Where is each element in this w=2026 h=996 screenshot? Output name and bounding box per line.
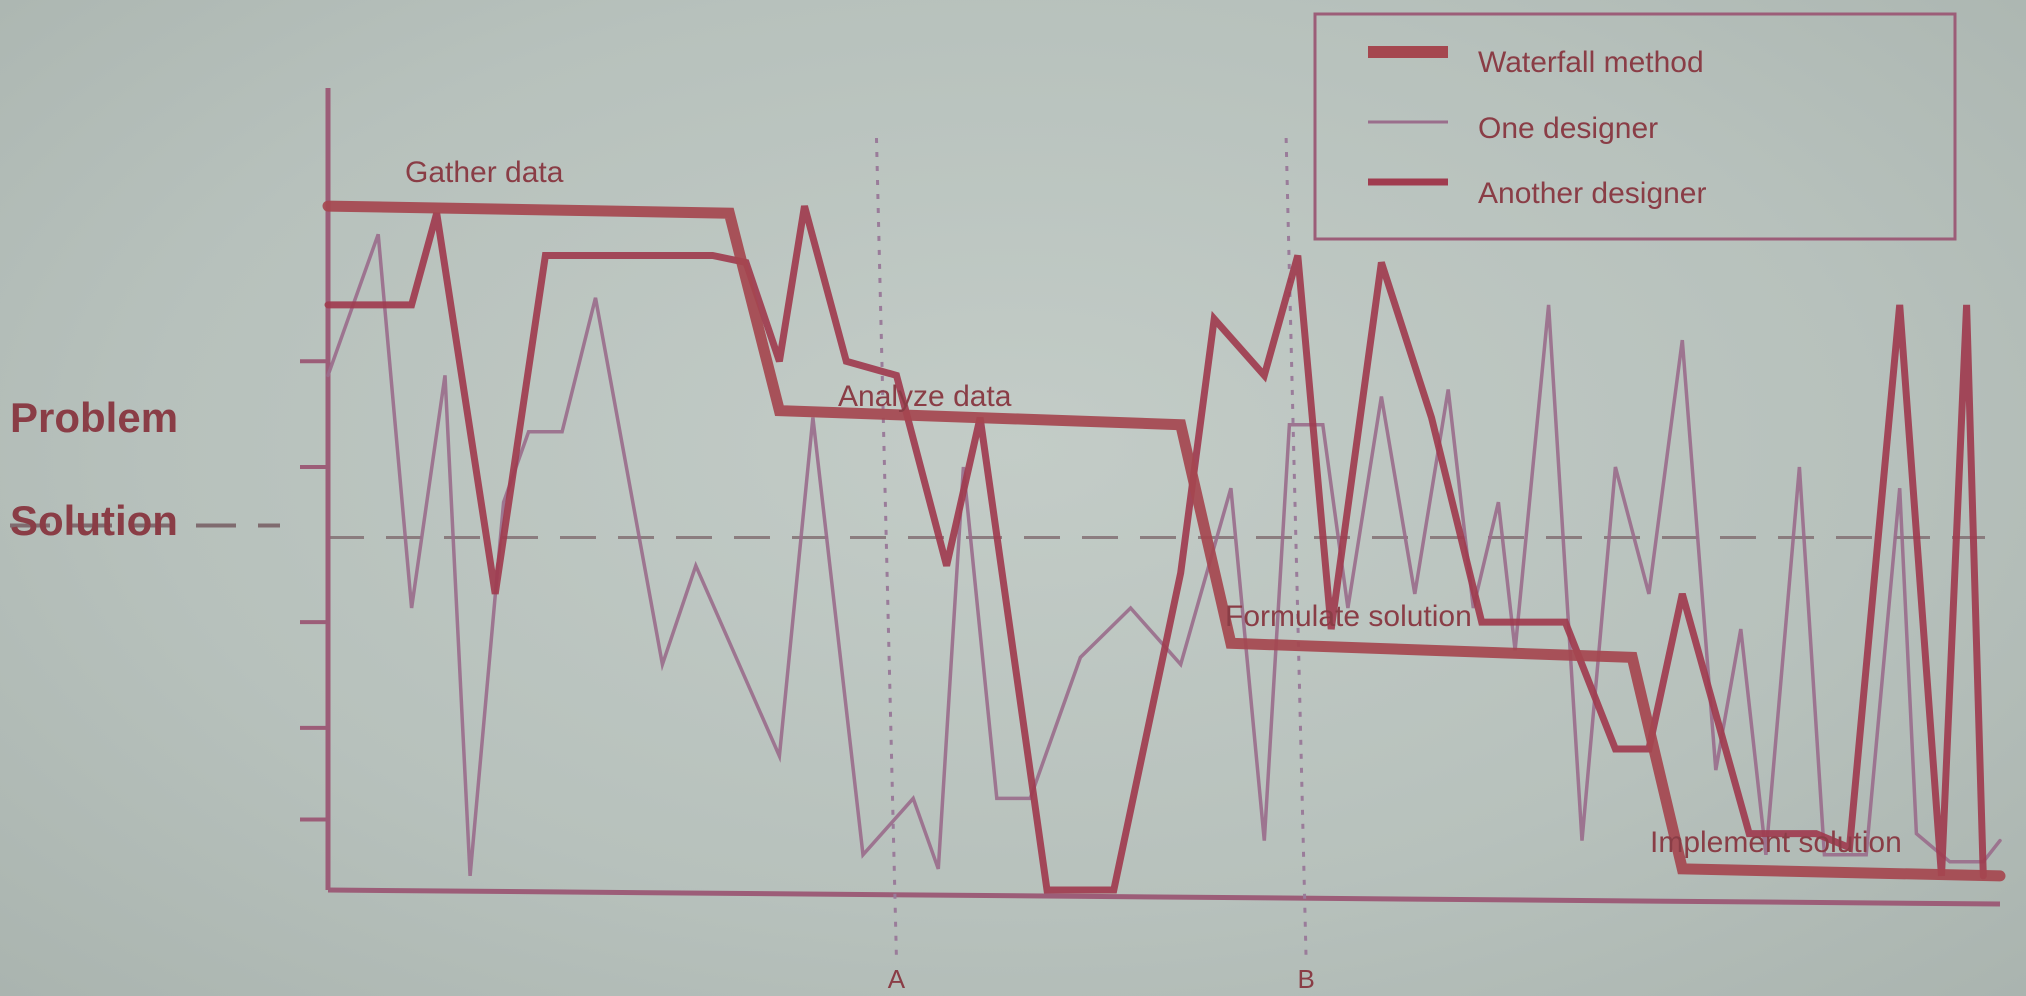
legend-label-one-designer: One designer bbox=[1478, 112, 1658, 145]
legend-box bbox=[1313, 12, 1957, 241]
stage-label-gather-data: Gather data bbox=[405, 156, 564, 189]
series-waterfall-method bbox=[322, 200, 2006, 882]
problem-label: Problem bbox=[10, 394, 178, 441]
stage-label-formulate-solution: Formulate solution bbox=[1225, 600, 1472, 633]
divider-layer bbox=[10, 523, 1985, 539]
stage-label-implement-solution: Implement solution bbox=[1650, 826, 1902, 859]
legend-label-waterfall: Waterfall method bbox=[1478, 46, 1704, 79]
stage-label-analyze-data: Analyze data bbox=[838, 380, 1012, 413]
labels-layer: Problem Solution Gather data Analyze dat… bbox=[10, 156, 1902, 994]
legend-label-another-designer: Another designer bbox=[1478, 177, 1707, 210]
legend: Waterfall method One designer Another de… bbox=[1313, 12, 1957, 241]
series-another-designer bbox=[324, 205, 1987, 894]
axes-layer bbox=[300, 88, 2001, 907]
solution-label: Solution bbox=[10, 497, 178, 544]
marker-label-b: B bbox=[1297, 964, 1314, 994]
series-one-designer bbox=[326, 233, 2002, 877]
series-layer bbox=[322, 200, 2006, 894]
x-axis bbox=[327, 887, 2001, 907]
marker-label-a: A bbox=[888, 964, 906, 994]
